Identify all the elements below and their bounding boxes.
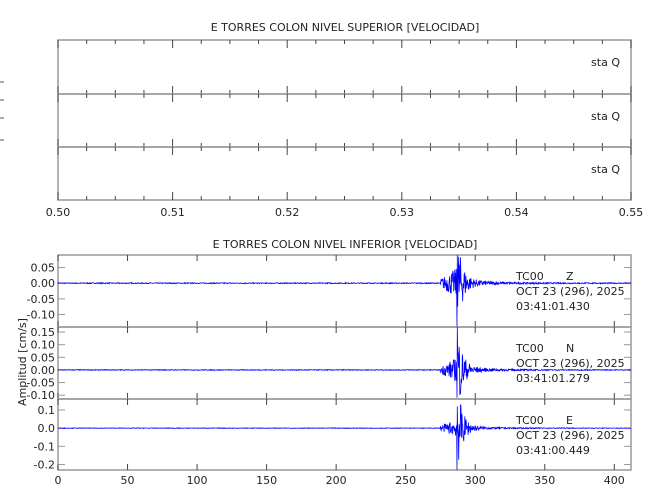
x-tick-label: 300 bbox=[465, 474, 486, 487]
y-tick-label: 0.00 bbox=[31, 277, 56, 290]
waveform-trace-E bbox=[58, 403, 632, 471]
x-tick-label: 0.52 bbox=[275, 206, 300, 219]
y-tick-label: 0.00 bbox=[31, 364, 56, 377]
date-label: OCT 23 (296), 2025 bbox=[516, 429, 625, 442]
component-label: Z bbox=[566, 270, 574, 283]
x-tick-label: 0.51 bbox=[160, 206, 185, 219]
top-panel-1 bbox=[57, 39, 632, 95]
x-tick-label: 150 bbox=[256, 474, 277, 487]
x-tick-label: 0.53 bbox=[390, 206, 415, 219]
time-label: 03:41:00.449 bbox=[516, 444, 590, 457]
time-label: 03:41:01.279 bbox=[516, 372, 590, 385]
bottom-panel-3 bbox=[57, 398, 632, 471]
x-tick-label: 0.50 bbox=[46, 206, 71, 219]
station-label: TC00 bbox=[515, 270, 544, 283]
x-tick-label: 250 bbox=[395, 474, 416, 487]
station-label: TC00 bbox=[515, 414, 544, 427]
y-tick-label: -0.10 bbox=[27, 389, 55, 402]
y-tick-label: -0.2 bbox=[34, 459, 55, 472]
top-panel-label: sta Q bbox=[591, 110, 620, 123]
y-axis-label: Amplitud [cm/s] bbox=[16, 318, 29, 406]
top-chart-title: E TORRES COLON NIVEL SUPERIOR [VELOCIDAD… bbox=[211, 21, 480, 34]
x-tick-label: 400 bbox=[604, 474, 625, 487]
y-tick-label: -0.1 bbox=[34, 440, 55, 453]
y-tick-label: -0.05 bbox=[27, 293, 55, 306]
component-label: E bbox=[566, 414, 573, 427]
time-label: 03:41:01.430 bbox=[516, 300, 590, 313]
x-tick-label: 350 bbox=[534, 474, 555, 487]
date-label: OCT 23 (296), 2025 bbox=[516, 357, 625, 370]
station-label: TC00 bbox=[515, 342, 544, 355]
x-tick-label: 0 bbox=[55, 474, 62, 487]
x-tick-label: 100 bbox=[187, 474, 208, 487]
top-panel-label: sta Q bbox=[591, 56, 620, 69]
y-tick-label: 0.10 bbox=[31, 339, 56, 352]
x-tick-label: 50 bbox=[121, 474, 135, 487]
x-tick-label: 0.55 bbox=[619, 206, 644, 219]
y-tick-label: -0.10 bbox=[27, 308, 55, 321]
date-label: OCT 23 (296), 2025 bbox=[516, 285, 625, 298]
bottom-chart-title: E TORRES COLON NIVEL INFERIOR [VELOCIDAD… bbox=[213, 238, 478, 251]
y-tick-label: 0.05 bbox=[31, 351, 56, 364]
y-tick-label: 0.05 bbox=[31, 262, 56, 275]
y-tick-label: -0.05 bbox=[27, 377, 55, 390]
y-tick-label: 0.0 bbox=[38, 422, 56, 435]
top-panel-2 bbox=[57, 93, 632, 148]
component-label: N bbox=[566, 342, 574, 355]
x-tick-label: 0.54 bbox=[504, 206, 529, 219]
top-panel-label: sta Q bbox=[591, 163, 620, 176]
waveform-trace-N bbox=[57, 326, 632, 398]
y-tick-label: 0.1 bbox=[38, 404, 56, 417]
x-tick-label: 200 bbox=[326, 474, 347, 487]
y-tick-label: 0.15 bbox=[31, 326, 56, 339]
waveform-trace-Z bbox=[57, 254, 632, 328]
top-panel-3 bbox=[57, 146, 632, 201]
